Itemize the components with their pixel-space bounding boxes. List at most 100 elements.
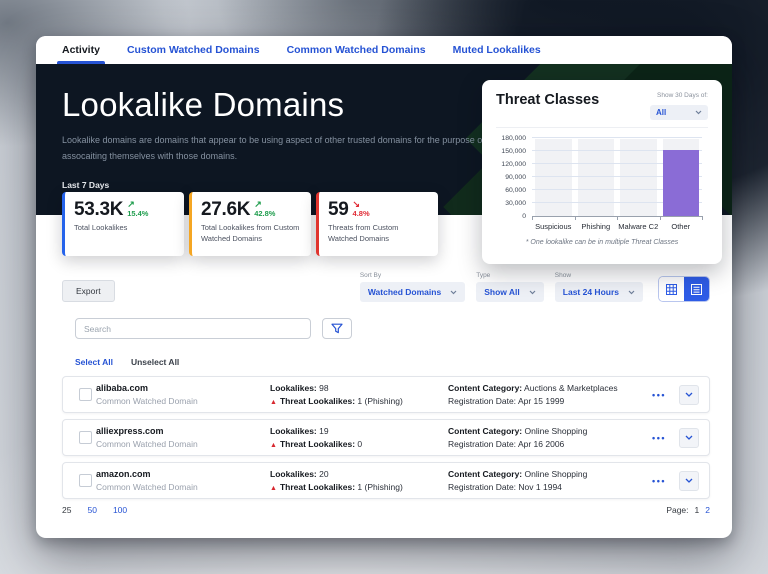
chart-column-stripe: [620, 139, 657, 216]
list-view-button[interactable]: [684, 277, 709, 301]
lookalikes-label: Lookalikes:: [270, 426, 317, 436]
chevron-down-icon: [685, 392, 693, 397]
stat-card-total-lookalikes: 53.3K ↗ 15.4% Total Lookalikes: [62, 192, 184, 256]
row-expand-button[interactable]: [679, 384, 699, 405]
registration-date-label: Registration Date:: [448, 439, 517, 449]
row-menu-button[interactable]: •••: [652, 389, 666, 400]
threat-classes-panel: Threat Classes Show 30 Days of: All 0 30,…: [482, 80, 722, 264]
table-row[interactable]: alibaba.com Common Watched Domain Lookal…: [62, 376, 710, 413]
chart-y-tick-label: 60,000: [505, 187, 526, 194]
row-domain: alibaba.com: [96, 383, 149, 393]
lookalikes-value: 19: [319, 426, 329, 436]
show-value: Last 24 Hours: [562, 287, 619, 297]
row-checkbox[interactable]: [79, 474, 92, 487]
threat-lookalikes-label: Threat Lookalikes:: [279, 439, 356, 449]
warning-triangle-icon: ▲: [270, 399, 277, 406]
chart-bar-other: [662, 150, 699, 216]
chart-y-tick-label: 30,000: [505, 200, 526, 207]
page-1[interactable]: 1: [694, 505, 700, 515]
stat-delta: 15.4%: [127, 209, 149, 218]
row-expand-button[interactable]: [679, 470, 699, 491]
registration-date-value: Nov 1 1994: [518, 482, 562, 492]
content-category-value: Online Shopping: [524, 469, 588, 479]
app-window: Activity Custom Watched Domains Common W…: [36, 36, 732, 538]
tab-activity[interactable]: Activity: [57, 36, 105, 64]
table-row[interactable]: alliexpress.com Common Watched Domain Lo…: [62, 419, 710, 456]
grid-view-icon: [666, 283, 677, 295]
row-domain-type: Common Watched Domain: [96, 396, 198, 406]
threat-lookalikes-label: Threat Lookalikes:: [279, 482, 356, 492]
page-size-100[interactable]: 100: [112, 505, 128, 515]
grid-view-button[interactable]: [659, 277, 684, 301]
content-category-label: Content Category:: [448, 426, 523, 436]
registration-date-value: Apr 16 2006: [517, 439, 565, 449]
type-dropdown[interactable]: Show All: [476, 282, 544, 302]
warning-triangle-icon: ▲: [270, 485, 277, 492]
row-menu-button[interactable]: •••: [652, 475, 666, 486]
threat-classes-title: Threat Classes: [496, 92, 600, 108]
export-button[interactable]: Export: [62, 280, 115, 302]
lookalikes-value: 20: [319, 469, 329, 479]
chevron-down-icon: [685, 478, 693, 483]
type-label: Type: [476, 272, 491, 279]
lookalikes-label: Lookalikes:: [270, 383, 317, 393]
stat-card-threats: 59 ↘ 4.8% Threats from Custom Watched Do…: [316, 192, 438, 256]
page-size-25[interactable]: 25: [62, 505, 72, 515]
registration-date-value: Apr 15 1999: [517, 396, 565, 406]
stat-delta: 4.8%: [352, 209, 370, 218]
chart-column: [577, 139, 614, 216]
trend-up-icon: ↗: [127, 199, 135, 209]
chevron-down-icon: [450, 290, 457, 294]
domain-list: alibaba.com Common Watched Domain Lookal…: [62, 376, 710, 499]
chart-gridline: [532, 150, 702, 151]
lookalikes-label: Lookalikes:: [270, 469, 317, 479]
chart-column-stripe: [535, 139, 572, 216]
main-content: Export Sort By Watched Domains Type Show…: [36, 215, 732, 515]
search-row: [75, 318, 710, 339]
row-checkbox[interactable]: [79, 388, 92, 401]
chart-gridline: [532, 137, 702, 138]
tab-muted-lookalikes[interactable]: Muted Lookalikes: [452, 44, 541, 56]
threat-lookalikes-value: 0: [357, 439, 363, 449]
tab-common-watched-domains[interactable]: Common Watched Domains: [286, 44, 426, 56]
chevron-down-icon: [685, 435, 693, 440]
search-input[interactable]: [75, 318, 311, 339]
row-expand-button[interactable]: [679, 427, 699, 448]
chart-x-tick-label: Malware C2: [618, 222, 659, 231]
filter-button[interactable]: [322, 318, 352, 339]
chart-x-tick-label: Suspicious: [535, 222, 572, 231]
page-size-50[interactable]: 50: [87, 505, 97, 515]
registration-date-label: Registration Date:: [448, 482, 517, 492]
filter-funnel-icon: [331, 323, 343, 334]
chart-x-tick-label: Other: [671, 222, 691, 231]
chart-axis-tick: [617, 216, 618, 220]
trend-up-icon: ↗: [254, 199, 262, 209]
period-label: Last 7 Days: [62, 180, 110, 190]
row-menu-button[interactable]: •••: [652, 432, 666, 443]
sort-by-dropdown[interactable]: Watched Domains: [359, 282, 466, 302]
threat-classes-filter-dropdown[interactable]: All: [650, 105, 708, 120]
unselect-all-link[interactable]: Unselect All: [130, 357, 180, 367]
tab-custom-watched-domains[interactable]: Custom Watched Domains: [126, 44, 260, 56]
tab-bar: Activity Custom Watched Domains Common W…: [36, 36, 732, 64]
chart-columns: [532, 139, 702, 216]
show-dropdown[interactable]: Last 24 Hours: [554, 282, 643, 302]
stat-delta: 42.8%: [254, 209, 276, 218]
content-category-label: Content Category:: [448, 383, 523, 393]
chart-column: [535, 139, 572, 216]
table-row[interactable]: amazon.com Common Watched Domain Lookali…: [62, 462, 710, 499]
page-2[interactable]: 2: [705, 505, 710, 515]
stat-label: Total Lookalikes: [74, 223, 128, 232]
chart-gridline: [532, 176, 702, 177]
threat-lookalikes-value: 1 (Phishing): [357, 396, 403, 406]
chart-column: [662, 139, 699, 216]
row-domain-type: Common Watched Domain: [96, 439, 198, 449]
content-category-value: Online Shopping: [524, 426, 588, 436]
threat-lookalikes-value: 1 (Phishing): [357, 482, 403, 492]
row-checkbox[interactable]: [79, 431, 92, 444]
threat-classes-filter-value: All: [656, 108, 667, 117]
select-all-link[interactable]: Select All: [75, 357, 113, 367]
threat-lookalikes-label: Threat Lookalikes:: [279, 396, 356, 406]
chart-column: [620, 139, 657, 216]
